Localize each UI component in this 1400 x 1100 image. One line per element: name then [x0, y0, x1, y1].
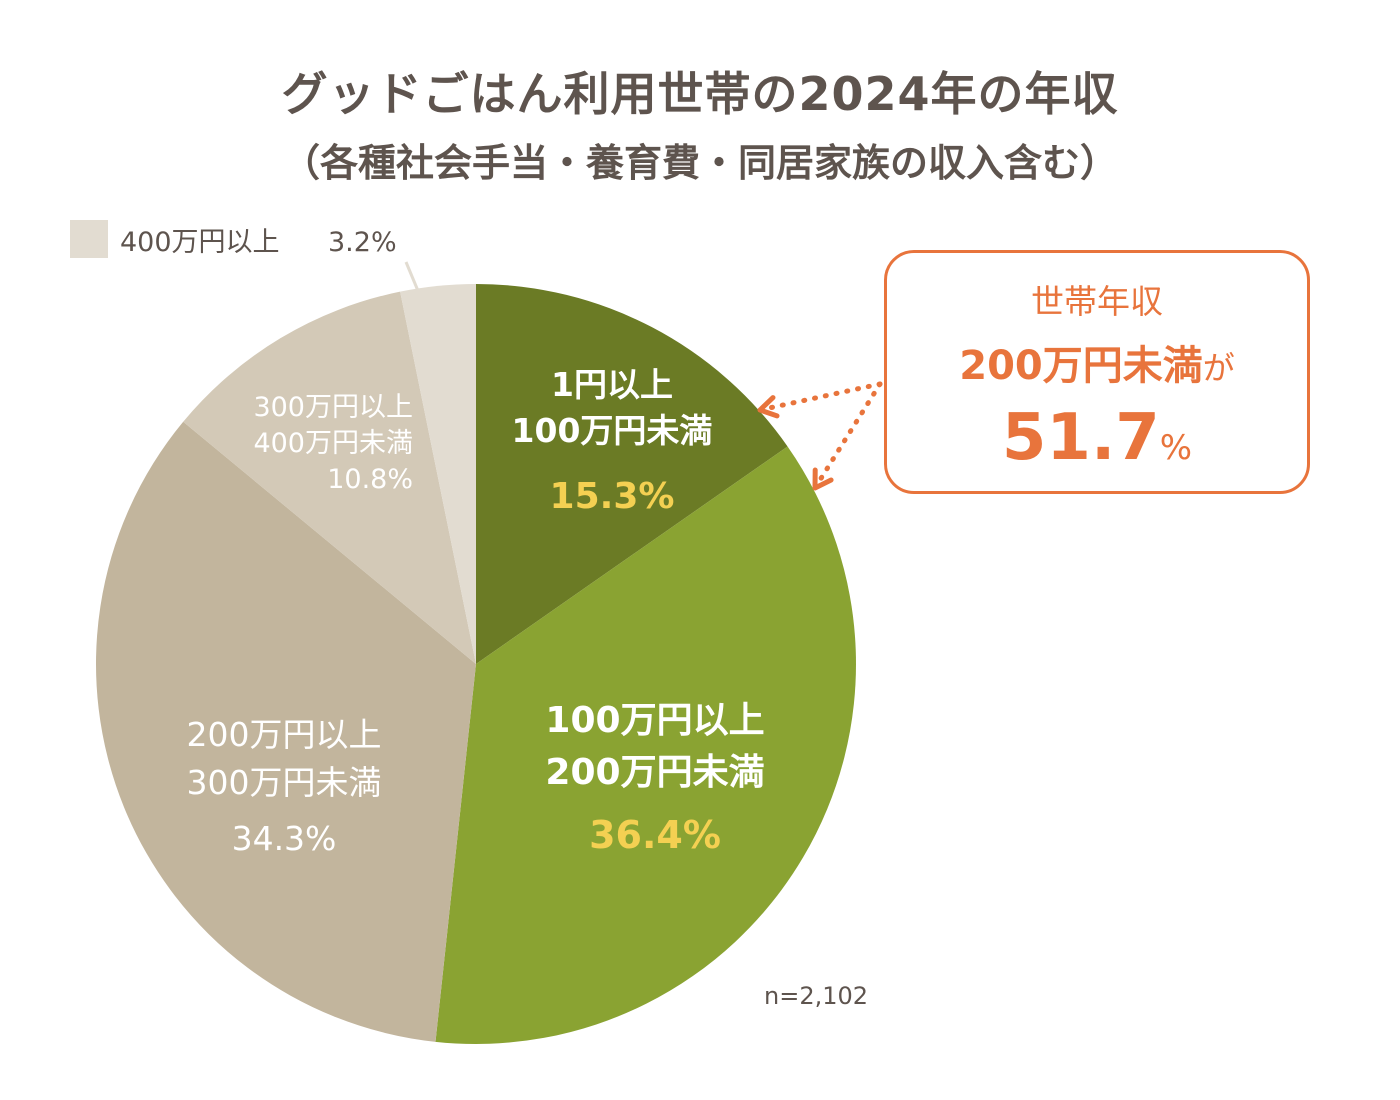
callout-value: 51.7%: [887, 401, 1307, 475]
chart-subtitle: （各種社会手当・養育費・同居家族の収入含む）: [281, 141, 1118, 185]
pie-slice-4: [183, 291, 476, 664]
callout-box: 世帯年収 200万円未満が 51.7%: [884, 250, 1310, 494]
slice-5-swatch: [70, 220, 108, 258]
slice-2-label-line-2: 200万円未満: [545, 752, 764, 793]
slice-1-label-line-2: 100万円未満: [512, 411, 713, 450]
pie-slice-3: [95, 421, 476, 1042]
slice-4-value: 10.8%: [327, 464, 413, 495]
slice-3-label-line-1: 200万円以上: [187, 715, 382, 754]
pie-slice-1: [476, 284, 788, 664]
callout-arrow-line-2: [812, 381, 883, 491]
callout-arrowhead-1: [757, 395, 780, 419]
slice-5-label: 400万円以上: [120, 227, 280, 258]
slice-5-value: 3.2%: [328, 227, 397, 258]
slice-1-label-line-1: 1円以上: [551, 365, 673, 404]
callout-label: 世帯年収: [1031, 282, 1163, 321]
slice-3-label-line-2: 300万円未満: [187, 763, 382, 802]
slice-2-value: 36.4%: [589, 813, 721, 857]
callout-particle: が: [1202, 349, 1235, 387]
slice-5-leader-line: [404, 261, 447, 357]
callout-arrowhead-2: [812, 467, 834, 491]
callout-threshold: 200万円未満が: [887, 333, 1307, 391]
chart-title: グッドごはん利用世帯の2024年の年収: [281, 67, 1119, 121]
slice-1-value: 15.3%: [550, 476, 675, 517]
callout-threshold-text: 200万円未満: [959, 343, 1203, 389]
callout-value-number: 51.7: [1001, 401, 1160, 475]
callout-arrows: [757, 381, 883, 491]
pie-slice-2: [435, 446, 856, 1044]
pie-slice-5: [400, 284, 476, 664]
sample-size: n=2,102: [764, 982, 869, 1010]
slice-3-value: 34.3%: [232, 819, 337, 858]
slice-4-label-line-1: 300万円以上: [253, 392, 413, 423]
callout-arrow-line-1: [757, 381, 883, 413]
callout-value-unit: %: [1159, 428, 1193, 468]
slice-4-label-line-2: 400万円未満: [253, 428, 413, 459]
slice-2-label-line-1: 100万円以上: [545, 700, 764, 741]
